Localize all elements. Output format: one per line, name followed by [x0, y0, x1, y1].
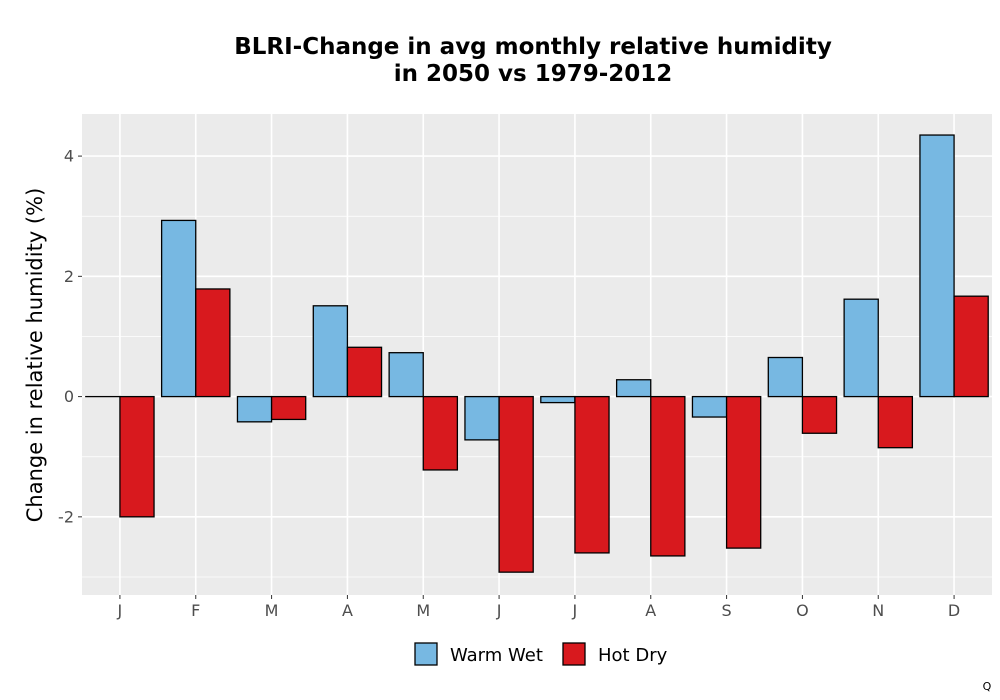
- corner-mark: Q: [983, 680, 992, 693]
- y-tick-label: 2: [64, 267, 74, 286]
- chart-title-line-1: BLRI-Change in avg monthly relative humi…: [234, 34, 832, 60]
- y-axis-title: Change in relative humidity (%): [23, 188, 47, 523]
- legend-swatch: [414, 642, 438, 666]
- chart-title-line-2: in 2050 vs 1979-2012: [394, 61, 673, 87]
- x-tick-label: A: [342, 601, 353, 620]
- bar: [953, 295, 989, 398]
- bar: [422, 395, 459, 471]
- bar: [650, 395, 686, 557]
- bar: [312, 305, 349, 398]
- bar: [691, 395, 728, 418]
- bar: [540, 395, 576, 404]
- legend-swatch: [562, 642, 586, 666]
- x-tick-label: S: [722, 601, 732, 620]
- bar: [160, 219, 197, 398]
- bar: [464, 395, 500, 441]
- bar: [498, 395, 534, 573]
- x-tick-label: D: [948, 601, 960, 620]
- y-axis: -2 0 2 4: [58, 147, 82, 526]
- x-tick-label: J: [117, 601, 123, 620]
- bar: [767, 356, 804, 398]
- bar: [877, 395, 914, 449]
- bar: [195, 288, 231, 398]
- bar: [843, 298, 879, 398]
- grid-minor: [82, 215, 992, 578]
- x-tick-label: M: [265, 601, 279, 620]
- bar: [346, 346, 383, 398]
- legend: Warm Wet Hot Dry: [414, 642, 668, 666]
- chart-title: BLRI-Change in avg monthly relative humi…: [234, 34, 832, 87]
- legend-label: Hot Dry: [598, 645, 668, 666]
- legend-label: Warm Wet: [450, 645, 543, 666]
- x-tick-label: J: [496, 601, 502, 620]
- bar: [236, 395, 273, 423]
- y-tick-label: 4: [64, 147, 74, 166]
- y-tick-label: 0: [64, 387, 74, 406]
- x-tick-label: J: [572, 601, 578, 620]
- y-tick-label: -2: [58, 507, 74, 526]
- plot-panel: [82, 114, 992, 595]
- bar: [574, 395, 610, 554]
- bar: [119, 395, 155, 518]
- x-tick-label: M: [416, 601, 430, 620]
- x-tick-label: N: [872, 601, 884, 620]
- bars: [85, 134, 989, 573]
- bar: [919, 134, 955, 398]
- bar: [388, 352, 424, 398]
- bar: [615, 379, 652, 398]
- bar: [801, 395, 838, 434]
- x-tick-label: F: [191, 601, 200, 620]
- bar: [270, 395, 307, 421]
- bar: [725, 395, 762, 549]
- x-tick-label: O: [796, 601, 809, 620]
- x-tick-label: A: [645, 601, 656, 620]
